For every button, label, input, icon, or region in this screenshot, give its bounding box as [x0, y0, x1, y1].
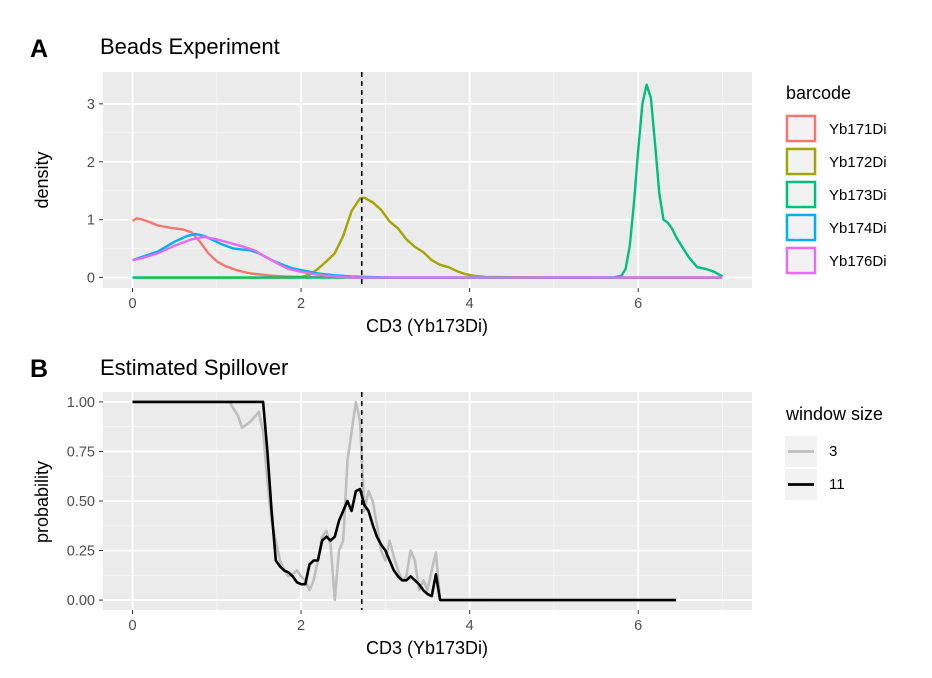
panel-a-ylabel: density [32, 151, 52, 208]
panel-b-series-line-11 [132, 400, 677, 602]
legend-label: Yb174Di [829, 220, 887, 237]
panel-b-y-tick-label: 0.50 [67, 494, 95, 510]
panel-a-series-line-yb176di [132, 235, 723, 279]
panel-a-title: Beads Experiment [100, 34, 280, 59]
panel-a-legend: Yb171Di Yb172Di Yb173Di Yb174Di Yb176Di [785, 114, 887, 275]
panel-a-x-tick-label: 6 [634, 296, 642, 312]
panel-b-y-tick-label: 0.75 [67, 444, 95, 460]
panel-a-background [103, 72, 752, 288]
legend-key-swatch [785, 246, 817, 275]
legend-label: 3 [829, 443, 837, 460]
panel-b-letter: B [30, 355, 48, 383]
panel-a-y-tick-label: 0 [87, 271, 95, 287]
panel-a-plot: 0 2 4 6 0 1 2 3 [87, 72, 752, 312]
legend-key-swatch [785, 213, 817, 242]
panel-a-y-tick-label: 1 [87, 213, 95, 229]
legend-key-swatch [785, 147, 817, 176]
legend-label: Yb172Di [829, 154, 887, 171]
panel-a-series-line-yb173di [132, 83, 724, 279]
panel-b-title: Estimated Spillover [100, 355, 288, 380]
panel-a-y-tick-label: 3 [87, 97, 95, 113]
legend-label: Yb176Di [829, 253, 887, 270]
panel-b-xlabel: CD3 (Yb173Di) [366, 638, 488, 658]
panel-a-y-tick-label: 2 [87, 155, 95, 171]
panel-b-x-tick-label: 4 [466, 618, 474, 634]
panel-b-x-tick-label: 6 [634, 618, 642, 634]
panel-b-x-tick-label: 0 [128, 618, 136, 634]
legend-label: Yb173Di [829, 187, 887, 204]
panel-b-x-tick-label: 2 [297, 618, 305, 634]
legend-label: Yb171Di [829, 121, 887, 138]
panel-b-y-tick-label: 0.25 [67, 544, 95, 560]
panel-a-xlabel: CD3 (Yb173Di) [366, 316, 488, 336]
panel-a-x-tick-label: 2 [297, 296, 305, 312]
panel-b-ylabel: probability [32, 461, 52, 543]
legend-key-swatch [785, 114, 817, 143]
panel-a-legend-title: barcode [786, 83, 851, 103]
panel-b-legend-title: window size [785, 404, 883, 424]
panel-b-y-tick-label: 0.00 [67, 593, 95, 609]
legend-label: 11 [829, 476, 845, 493]
panel-a-x-tick-label: 0 [128, 296, 136, 312]
panel-b-legend: 3 11 [785, 436, 845, 500]
panel-a-x-tick-label: 4 [466, 296, 474, 312]
panel-a-letter: A [30, 35, 48, 63]
panel-b-plot: 0 2 4 6 0.00 0.25 0.50 0.75 1.00 [67, 392, 752, 634]
panel-b-y-tick-label: 1.00 [67, 395, 95, 411]
legend-key-swatch [785, 180, 817, 209]
